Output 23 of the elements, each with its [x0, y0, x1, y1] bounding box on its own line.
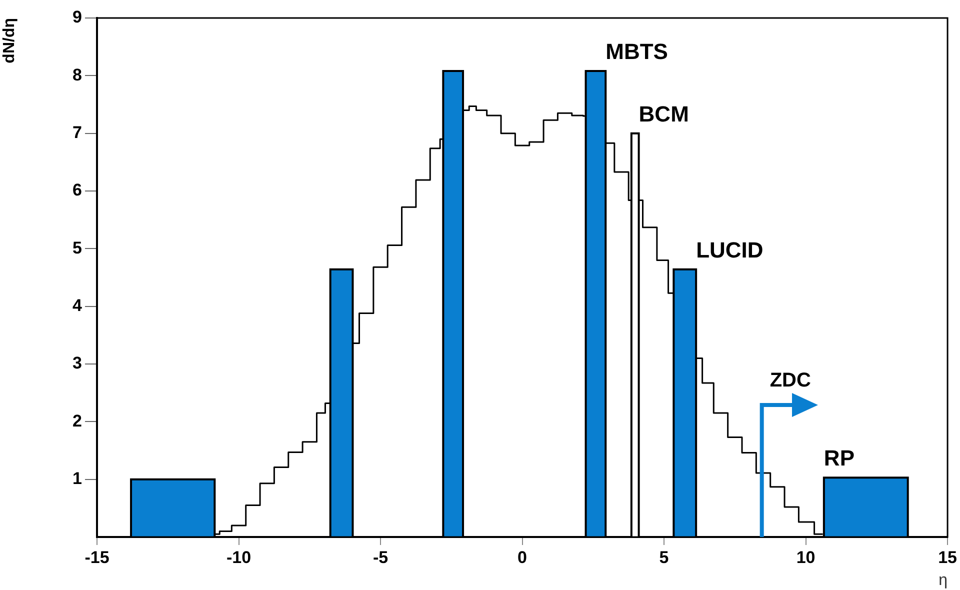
x-tick-label: 5 [659, 548, 669, 567]
y-tick-label: 2 [72, 411, 82, 430]
x-tick-label: 15 [938, 548, 958, 567]
y-tick-label: 8 [72, 65, 82, 84]
y-tick-label: 4 [72, 296, 83, 316]
x-tick-label: 10 [796, 548, 816, 567]
ref-line-label: ZDC [770, 370, 811, 392]
x-axis-title: η [938, 572, 948, 589]
annotation: LUCID [696, 237, 764, 262]
x-tick-label: -10 [226, 548, 252, 567]
annotation: MBTS [606, 39, 668, 64]
x-tick-label: 0 [518, 548, 528, 567]
y-tick-label: 5 [72, 238, 82, 258]
y-tick-label: 6 [72, 180, 82, 200]
y-tick-label: 1 [72, 469, 82, 488]
annotation: BCM [638, 101, 689, 126]
y-tick-label: 3 [72, 354, 82, 373]
x-tick-label: -15 [84, 548, 110, 567]
x-tick-label: -5 [372, 548, 388, 567]
y-tick-label: 9 [72, 8, 82, 27]
annotation: RP [824, 446, 854, 471]
y-tick-label: 7 [72, 123, 82, 142]
y-axis-title: dN/dη [1, 18, 18, 64]
